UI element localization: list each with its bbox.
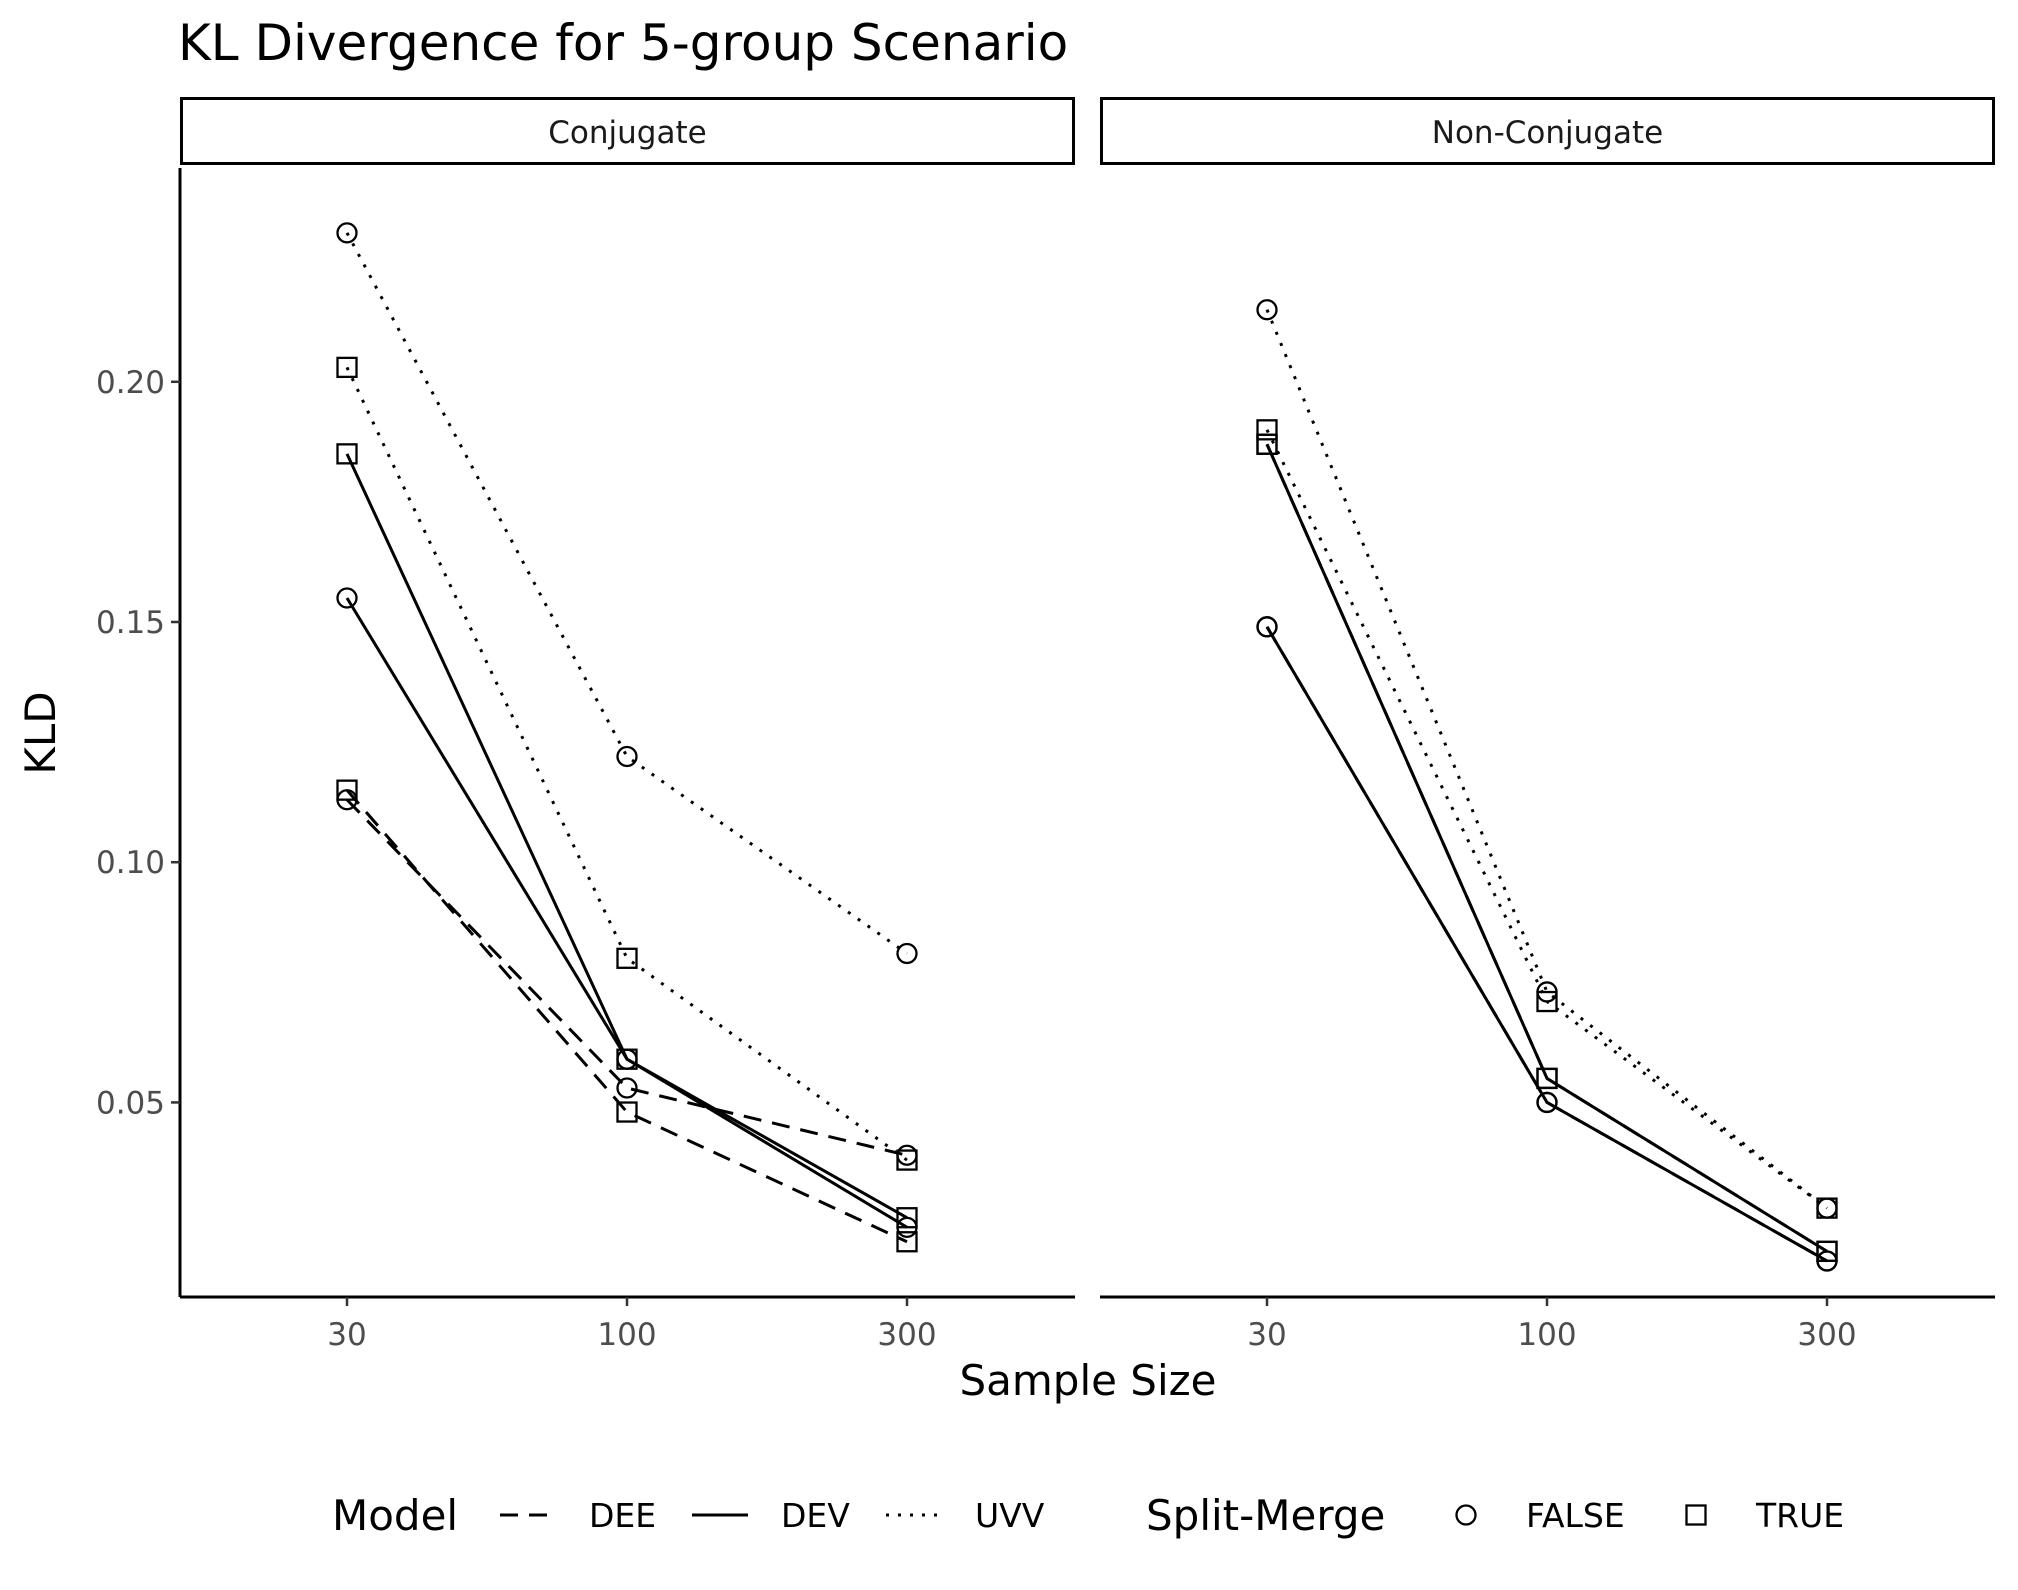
x-axis-title: Sample Size: [959, 1356, 1216, 1405]
series-line-uvv-true: [1265, 429, 1828, 1210]
series-line-uvv-false: [345, 232, 908, 955]
data-point-dev-true: [1536, 1067, 1558, 1090]
data-point-dev-false: [1256, 616, 1278, 638]
x-tick-label: 100: [597, 1317, 656, 1353]
legend-label-dee: DEE: [589, 1496, 656, 1535]
data-point-uvv-true: [1256, 419, 1278, 441]
facet-strip: [180, 97, 1075, 165]
x-tick-label: 30: [1247, 1317, 1286, 1353]
data-point-uvv-false: [336, 222, 358, 244]
series-line-dev-true: [1265, 443, 1828, 1253]
data-point-dev-true: [1816, 1240, 1838, 1263]
data-point-dee-false: [896, 1144, 918, 1166]
facet-strip-label: Conjugate: [548, 115, 706, 151]
legend-label-dev: DEV: [781, 1496, 850, 1535]
legend-label-false: FALSE: [1526, 1496, 1625, 1535]
legend-key-false: [1455, 1504, 1477, 1526]
data-point-dev-true: [1256, 433, 1278, 455]
series-line-uvv-true: [345, 366, 908, 1162]
legend-model-title: Model: [332, 1491, 458, 1540]
data-point-dev-true: [616, 1048, 638, 1070]
y-tick-label: 0.10: [96, 845, 165, 881]
x-tick-label: 100: [1517, 1317, 1576, 1353]
data-point-dev-true: [896, 1207, 918, 1229]
data-point-uvv-true: [1536, 990, 1558, 1013]
legend-label-true: TRUE: [1755, 1496, 1844, 1535]
facet-strip: [1100, 97, 1995, 165]
data-point-uvv-true: [616, 947, 638, 969]
legend: Model DEE DEV UVV Split-Merge FALSE TRUE: [332, 1491, 1844, 1540]
data-point-dee-false: [616, 1077, 638, 1099]
data-point-dev-true: [336, 443, 358, 465]
data-point-uvv-false: [616, 745, 638, 768]
series-line-dee-true: [345, 789, 908, 1244]
legend-split-merge-title: Split-Merge: [1146, 1491, 1385, 1540]
data-point-uvv-false: [1256, 299, 1278, 321]
data-point-dee-true: [616, 1101, 638, 1123]
series-line-uvv-false: [1265, 309, 1828, 1210]
panel-2: Non-Conjugate 30 100 300: [1100, 97, 1995, 1353]
legend-label-uvv: UVV: [975, 1496, 1045, 1535]
y-tick-label: 0.15: [96, 605, 165, 641]
facet-strip-label: Non-Conjugate: [1432, 115, 1663, 151]
data-point-dev-false: [336, 587, 358, 609]
y-tick-label: 0.05: [96, 1085, 165, 1121]
data-point-uvv-true: [336, 356, 358, 379]
chart-title: KL Divergence for 5-group Scenario: [178, 14, 1068, 72]
y-axis-title: KLD: [16, 691, 65, 774]
legend-key-true: [1685, 1504, 1707, 1526]
x-tick-label: 30: [327, 1317, 366, 1353]
data-point-uvv-true: [1816, 1197, 1838, 1219]
panel-1: Conjugate 0.05 0.10 0.15 0.20 30 100 300: [96, 97, 1075, 1353]
y-tick-label: 0.20: [96, 365, 165, 401]
series-line-dev-false: [345, 597, 908, 1229]
data-point-dee-true: [896, 1231, 918, 1253]
x-tick-label: 300: [877, 1317, 936, 1353]
series-line-dev-true: [345, 453, 908, 1220]
series-line-dev-false: [1265, 626, 1828, 1263]
series-line-dee-true: [1265, 443, 1828, 1253]
series-line-dee-false: [345, 798, 908, 1157]
data-point-dev-false: [1536, 1091, 1558, 1114]
x-tick-label: 300: [1797, 1317, 1856, 1353]
data-point-dee-true: [336, 779, 358, 801]
data-point-uvv-false: [896, 942, 918, 965]
series-line-dee-false: [1265, 626, 1828, 1263]
data-point-uvv-true: [896, 1149, 918, 1171]
